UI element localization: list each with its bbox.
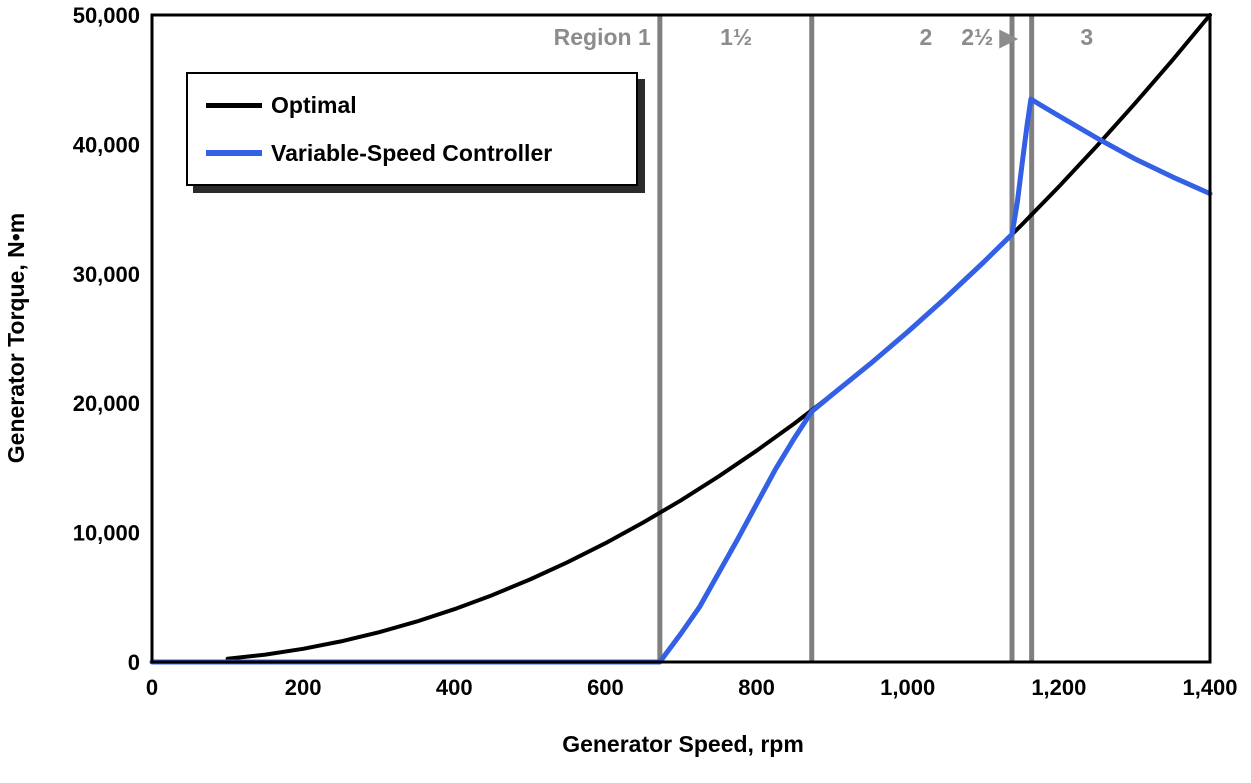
x-tick-label: 1,000 <box>880 675 935 700</box>
region-label: Region 1 <box>554 24 651 50</box>
legend-label-variable-speed-controller: Variable-Speed Controller <box>271 139 553 166</box>
x-tick-label: 1,200 <box>1031 675 1086 700</box>
x-tick-label: 1,400 <box>1182 675 1237 700</box>
optimal-line-swatch <box>206 102 262 108</box>
region-label: 2 <box>919 24 932 50</box>
x-tick-label: 400 <box>436 675 473 700</box>
y-axis-title: Generator Torque, N•m <box>3 213 29 463</box>
x-tick-label: 0 <box>146 675 158 700</box>
x-axis-title: Generator Speed, rpm <box>562 731 804 757</box>
region-label: 3 <box>1080 24 1093 50</box>
x-tick-label: 800 <box>738 675 775 700</box>
y-tick-label: 50,000 <box>73 3 140 28</box>
region-label: 2½ ▶ <box>961 24 1018 50</box>
region-label: 1½ <box>720 24 752 50</box>
y-tick-label: 30,000 <box>73 262 140 287</box>
y-tick-label: 10,000 <box>73 521 140 546</box>
plot-border <box>150 13 1212 664</box>
x-tick-label: 200 <box>285 675 322 700</box>
legend-item-variable-speed-controller: Variable-Speed Controller <box>206 136 618 170</box>
series-line <box>225 13 1212 661</box>
legend-label-optimal: Optimal <box>271 91 357 118</box>
variable-speed-controller-line-swatch <box>206 150 262 156</box>
y-tick-label: 40,000 <box>73 132 140 157</box>
y-tick-label: 20,000 <box>73 391 140 416</box>
y-tick-label: 0 <box>128 650 140 675</box>
legend: Optimal Variable-Speed Controller <box>186 72 638 186</box>
x-tick-label: 600 <box>587 675 624 700</box>
legend-item-optimal: Optimal <box>206 88 618 122</box>
